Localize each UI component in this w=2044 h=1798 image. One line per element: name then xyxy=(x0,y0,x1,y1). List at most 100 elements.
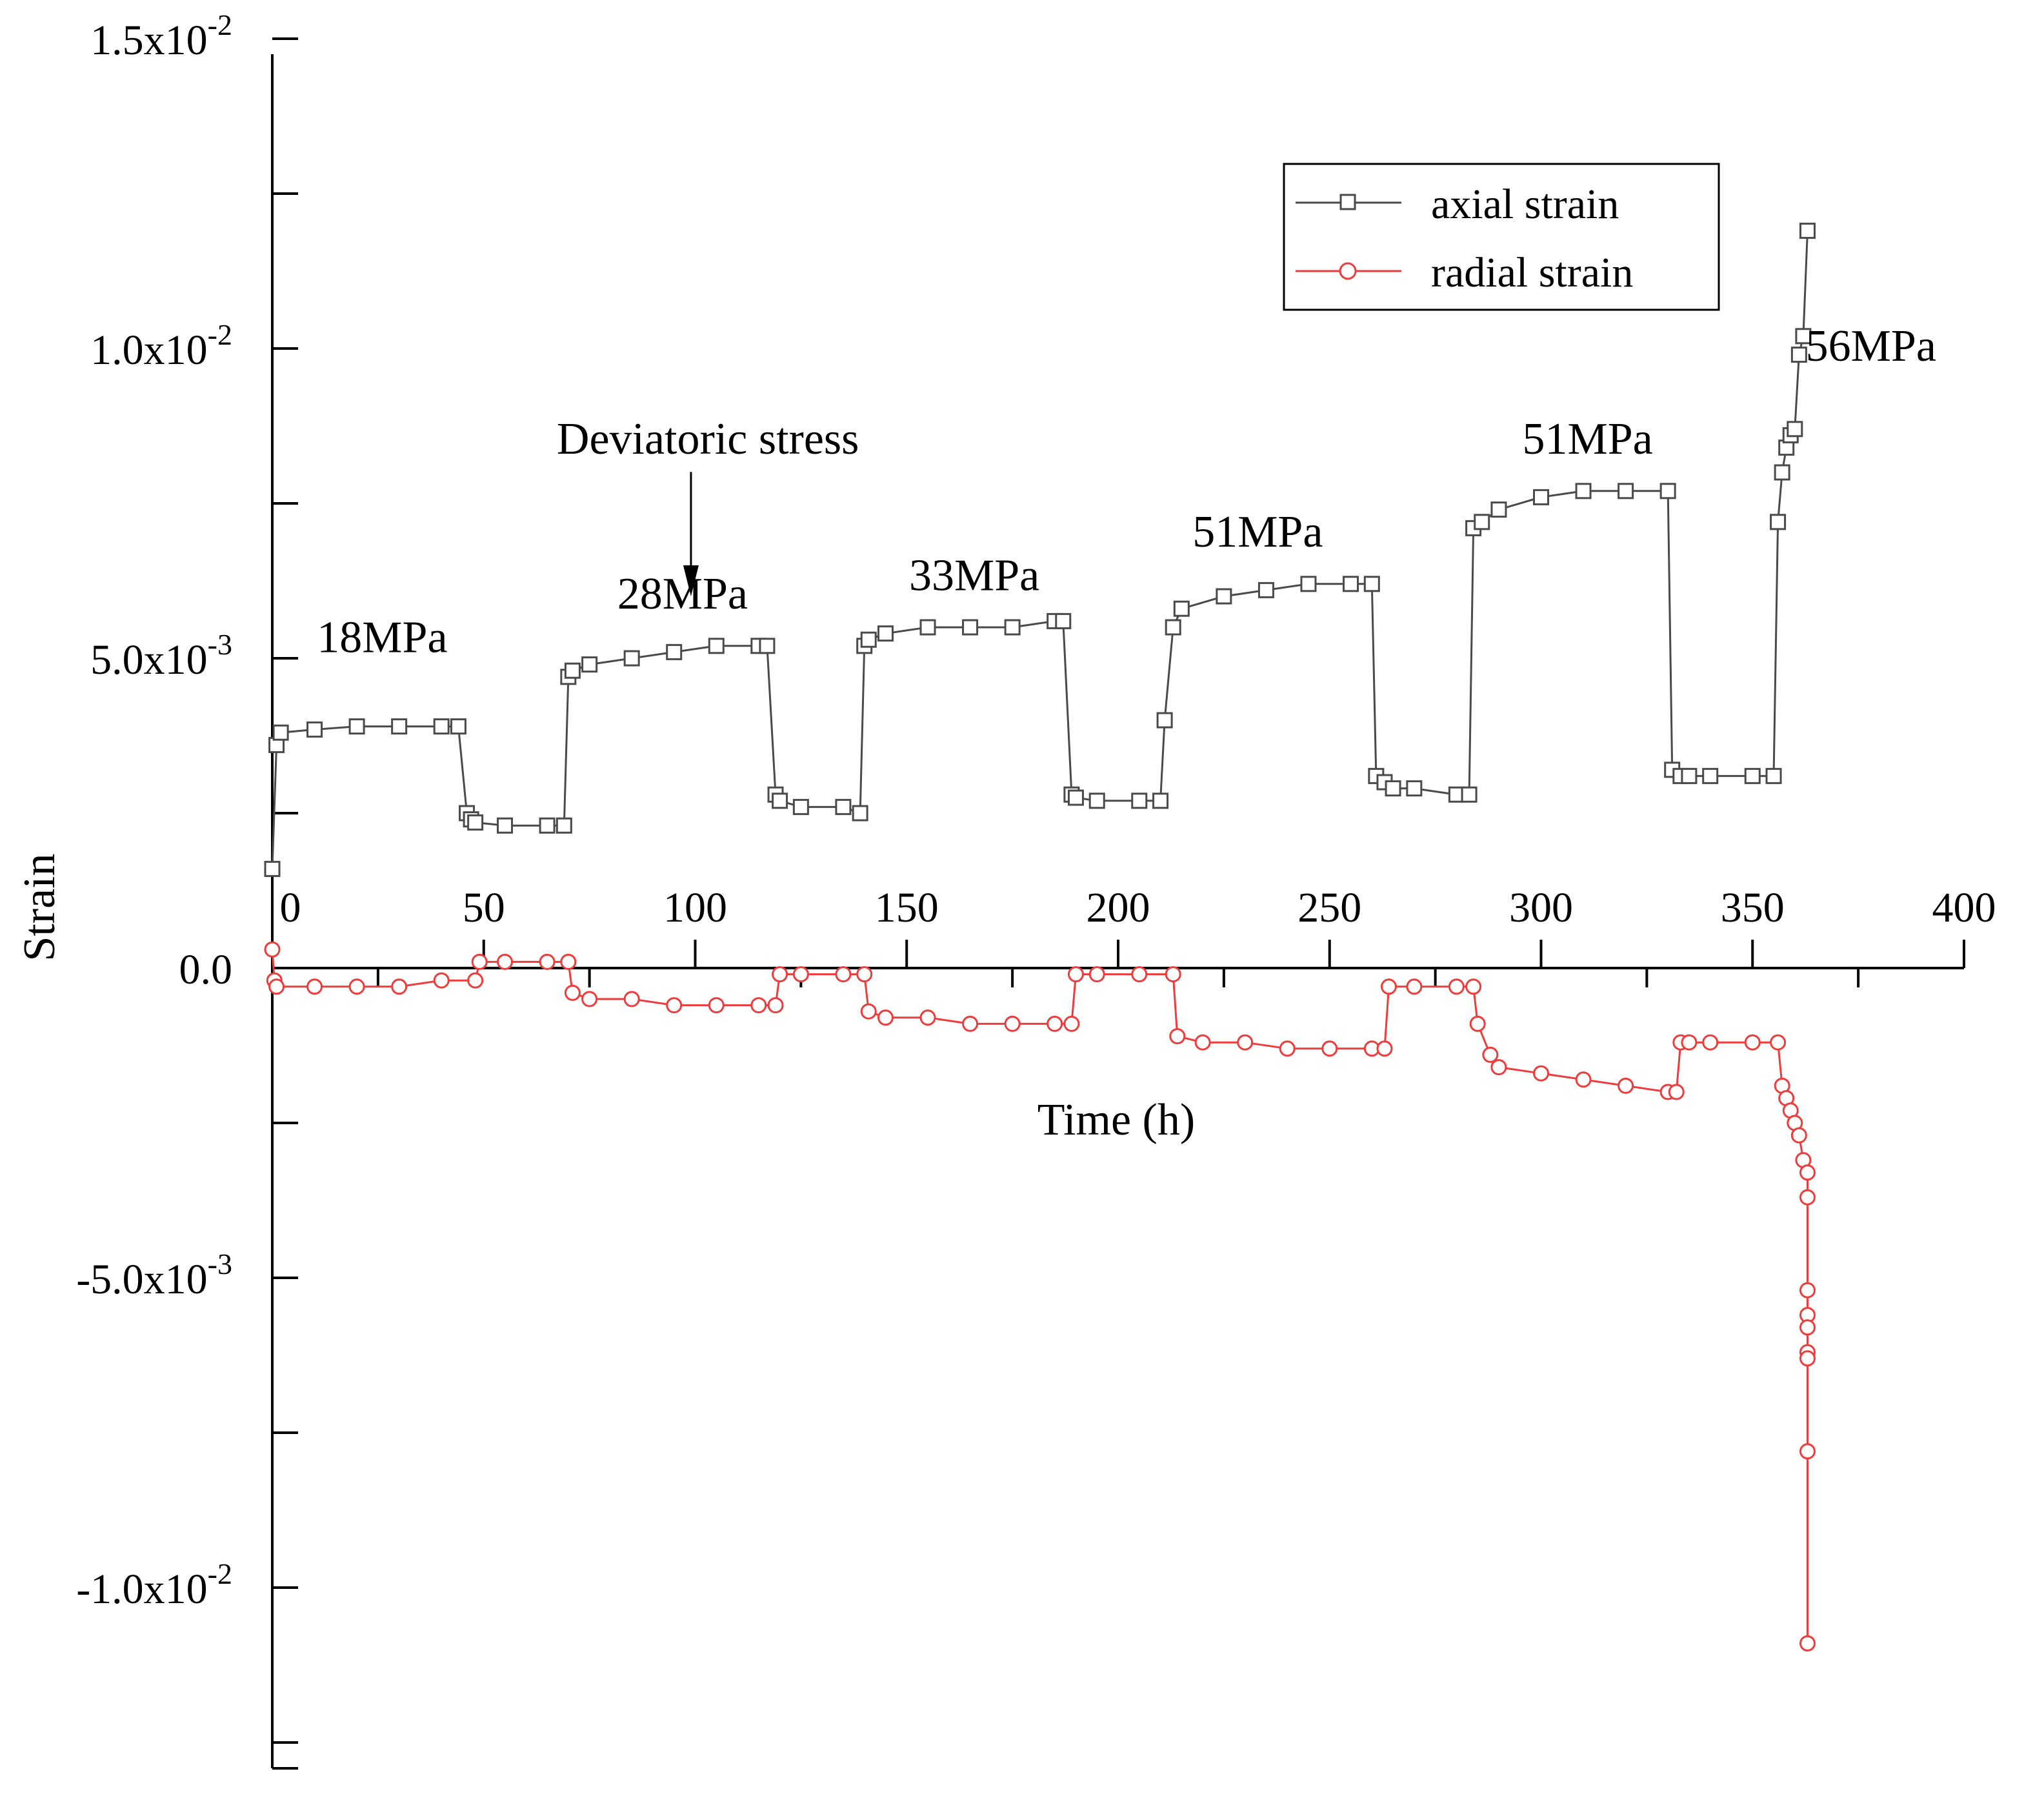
data-point xyxy=(1004,1015,1021,1032)
annotation-label: 51MPa xyxy=(1522,414,1652,464)
data-point xyxy=(1799,223,1816,239)
data-point xyxy=(306,721,323,738)
axes: 1.5x10-2 1.0x10-2 5.0x10-3 0.0 -5.0x10-3 -1.0… xyxy=(76,8,1996,1770)
data-point xyxy=(1482,1046,1499,1063)
data-point xyxy=(759,638,776,654)
data-point xyxy=(852,805,868,822)
legend-box xyxy=(1283,163,1720,311)
data-point xyxy=(1618,1077,1634,1094)
data-point xyxy=(835,798,852,815)
data-point xyxy=(497,953,514,970)
data-point xyxy=(919,619,936,636)
data-point xyxy=(1799,1282,1816,1298)
data-point xyxy=(1668,1084,1685,1100)
data-point xyxy=(1173,600,1190,617)
data-point xyxy=(1165,619,1181,636)
data-point xyxy=(1279,1040,1296,1057)
data-point xyxy=(467,814,484,831)
data-point xyxy=(1363,576,1380,592)
data-point xyxy=(877,625,894,642)
data-point xyxy=(1237,1034,1254,1051)
data-point xyxy=(1461,786,1478,803)
data-point xyxy=(1744,1034,1761,1051)
data-point xyxy=(1088,793,1105,809)
data-point xyxy=(1799,1635,1816,1652)
x-tick-label: 50 xyxy=(463,884,505,931)
data-point xyxy=(1681,767,1698,784)
data-point xyxy=(1765,767,1782,784)
data-point xyxy=(1702,1034,1719,1051)
x-tick-label: 100 xyxy=(663,884,727,931)
annotation-label: 56MPa xyxy=(1806,321,1936,371)
x-tick-label: 0 xyxy=(280,884,301,931)
y-axis-title: Strain xyxy=(15,853,65,961)
data-point xyxy=(860,631,877,648)
annotations: 18MPa 28MPa 33MPa 51MPa 51MPa 56MPa Deviatoric… xyxy=(317,321,1936,662)
data-point xyxy=(1343,576,1359,592)
data-point xyxy=(1321,1040,1338,1057)
legend-radial-label: radial strain xyxy=(1431,249,1633,296)
y-tick-label: 5.0x10-3 xyxy=(90,628,232,683)
data-point xyxy=(1799,1164,1816,1181)
data-point xyxy=(708,997,725,1014)
data-point xyxy=(1770,1034,1787,1051)
data-point xyxy=(1799,1443,1816,1460)
legend-axial-label: axial strain xyxy=(1431,181,1619,228)
y-tick-label: 1.0x10-2 xyxy=(90,318,232,374)
series-axial-strain xyxy=(264,223,1816,877)
data-point xyxy=(1799,1350,1816,1367)
data-point xyxy=(1385,780,1401,797)
data-point xyxy=(1795,328,1812,345)
data-point xyxy=(1799,1189,1816,1206)
data-point xyxy=(1165,966,1181,983)
data-point xyxy=(539,953,556,970)
data-point xyxy=(1004,619,1021,636)
annotation-label: 33MPa xyxy=(909,551,1039,600)
data-point xyxy=(1131,966,1148,983)
data-point xyxy=(1744,767,1761,784)
data-point xyxy=(792,798,809,815)
data-point xyxy=(1376,1040,1393,1057)
data-point xyxy=(1131,793,1148,809)
data-point xyxy=(1300,576,1317,592)
data-point xyxy=(264,941,281,958)
data-point xyxy=(919,1009,936,1026)
data-point xyxy=(1618,483,1634,500)
data-point xyxy=(581,656,598,673)
data-point xyxy=(623,650,640,667)
data-point xyxy=(772,966,788,983)
data-point xyxy=(272,724,289,741)
data-point xyxy=(1448,978,1465,995)
data-point xyxy=(348,718,365,735)
data-point xyxy=(1790,347,1807,363)
data-point xyxy=(1702,767,1719,784)
data-point xyxy=(581,991,598,1007)
y-tick-label: -5.0x10-3 xyxy=(76,1247,232,1303)
data-point xyxy=(962,1015,979,1032)
data-point xyxy=(962,619,979,636)
x-tick-label: 300 xyxy=(1509,884,1573,931)
data-point xyxy=(564,984,581,1001)
data-point xyxy=(1490,501,1507,518)
series-radial-strain xyxy=(264,941,1816,1652)
legend-axial-square-marker xyxy=(1339,194,1356,210)
data-point xyxy=(264,860,281,877)
data-point xyxy=(1063,1015,1080,1032)
data-point xyxy=(1799,1319,1816,1336)
data-point xyxy=(1152,793,1169,809)
data-point xyxy=(539,817,556,834)
data-point xyxy=(1257,581,1274,598)
annotation-label: Deviatoric stress xyxy=(557,414,859,464)
data-point xyxy=(767,997,784,1014)
data-point xyxy=(1469,1015,1486,1032)
x-axis-title: Time (h) xyxy=(1037,1095,1195,1145)
data-point xyxy=(856,966,873,983)
data-point xyxy=(666,997,683,1014)
data-point xyxy=(772,793,788,809)
data-point xyxy=(1169,1028,1186,1045)
annotation-label: 51MPa xyxy=(1192,507,1323,557)
series-line xyxy=(271,230,1809,869)
data-point xyxy=(1067,966,1084,983)
data-point xyxy=(1533,489,1549,505)
data-point xyxy=(391,978,408,995)
